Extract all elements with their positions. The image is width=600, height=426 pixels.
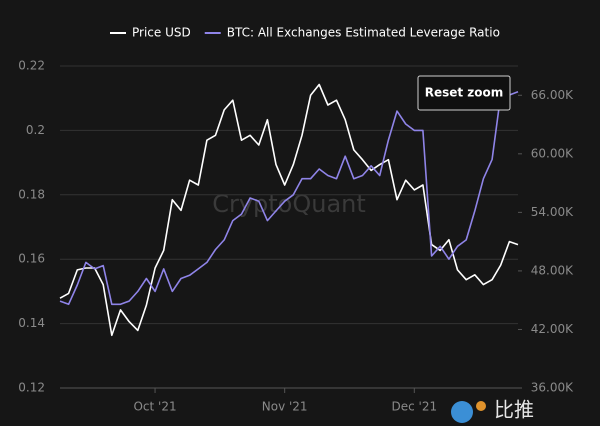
reset-zoom-label[interactable]: Reset zoom (425, 86, 504, 100)
y2-tick-label: 66.00K (531, 88, 574, 102)
y-tick-label: 0.14 (18, 316, 45, 330)
y-tick-label: 0.16 (18, 252, 45, 266)
logo: 比推 (451, 398, 534, 423)
y-tick-label: 0.12 (18, 381, 45, 395)
x-tick-label: Dec '21 (391, 400, 437, 414)
legend-label: BTC: All Exchanges Estimated Leverage Ra… (227, 26, 500, 40)
y2-tick-label: 48.00K (531, 263, 574, 277)
x-tick-label: Oct '21 (133, 400, 176, 414)
reset-zoom-box[interactable] (417, 75, 511, 111)
x-tick-label: Nov '21 (262, 400, 308, 414)
y-tick-label: 0.18 (18, 187, 45, 201)
y2-tick-label: 36.00K (531, 381, 574, 395)
y-tick-label: 0.2 (26, 123, 45, 137)
logo-coin (476, 401, 486, 411)
y2-tick-label: 54.00K (531, 205, 574, 219)
legend-label: Price USD (132, 26, 191, 40)
watermark: CryptoQuant (212, 190, 366, 218)
y-tick-label: 0.22 (18, 59, 45, 73)
y2-tick-label: 60.00K (531, 146, 574, 160)
y2-tick-label: 42.00K (531, 322, 574, 336)
reset-zoom-button[interactable]: Reset zoom (417, 75, 511, 111)
logo-bird (451, 401, 473, 423)
legend: Price USD BTC: All Exchanges Estimated Le… (110, 26, 500, 40)
series-line (59, 91, 519, 306)
logo-text: 比推 (494, 398, 534, 422)
plot: 0.12 0.14 0.16 0.18 0.2 0.22 36.00K 42.00K 48.00… (18, 59, 574, 414)
